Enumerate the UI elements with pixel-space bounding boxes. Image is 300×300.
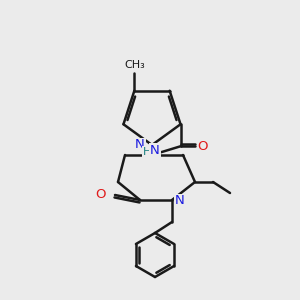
Text: O: O	[197, 140, 208, 153]
Text: N: N	[150, 143, 160, 157]
Text: N: N	[135, 139, 145, 152]
Text: O: O	[95, 188, 106, 202]
Text: H: H	[143, 147, 151, 157]
Text: N: N	[175, 194, 185, 208]
Text: CH₃: CH₃	[124, 60, 145, 70]
